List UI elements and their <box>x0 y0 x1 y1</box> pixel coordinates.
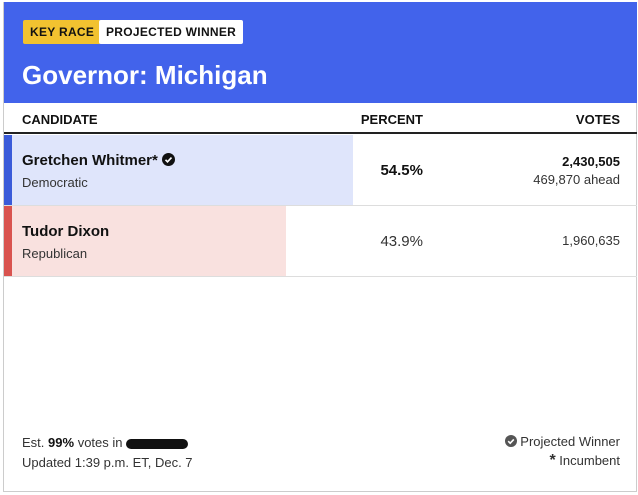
column-label: CANDIDATE <box>22 112 98 127</box>
party-stripe <box>4 135 12 205</box>
candidate-name: Tudor Dixon <box>22 223 109 240</box>
winner-icon <box>162 153 176 166</box>
votes: 2,430,505 <box>562 154 620 169</box>
badge: PROJECTED WINNER <box>99 20 244 44</box>
text: Incumbent <box>559 453 620 468</box>
check-icon <box>504 435 517 447</box>
candidate-name: Gretchen Whitmer* <box>22 152 176 169</box>
party: Democratic <box>22 175 88 190</box>
lead: 469,870 ahead <box>533 172 620 187</box>
text: Est. <box>22 435 45 450</box>
column-label: PERCENT <box>360 112 423 127</box>
percent-bar <box>12 206 287 276</box>
percent: 43.9% <box>380 233 423 250</box>
votes: 1,960,635 <box>562 233 620 248</box>
text: Projected Winner <box>520 434 620 449</box>
column-header: CANDIDATE PERCENT VOTES <box>4 103 637 134</box>
race-card: KEY RACE PROJECTED WINNER Governor: Mich… <box>3 2 637 492</box>
percent-bar <box>12 135 353 205</box>
candidate-row: Gretchen Whitmer* Democratic 54.5% 2,430,5… <box>4 135 637 206</box>
party: Republican <box>22 246 88 261</box>
text: Tudor Dixon <box>22 223 110 240</box>
estimate: Est. 99% votes in <box>22 435 189 450</box>
legend-item: Projected Winner <box>504 434 620 449</box>
badge: KEY RACE <box>23 20 102 44</box>
text: votes in <box>77 435 123 450</box>
updated: Updated 1:39 p.m. ET, Dec. 7 <box>22 455 193 470</box>
redaction <box>126 438 189 449</box>
column-label: VOTES <box>575 112 620 127</box>
legend-item: * Incumbent <box>549 452 620 469</box>
candidate-row: Tudor Dixon Republican 43.9% 1,960,635 <box>4 206 637 277</box>
percent: 54.5% <box>380 162 423 179</box>
header: KEY RACE PROJECTED WINNER Governor: Mich… <box>4 2 637 103</box>
title: Governor: Michigan <box>22 60 268 90</box>
party-stripe <box>4 206 12 276</box>
text: Gretchen Whitmer* <box>22 152 158 169</box>
text: 99% <box>48 435 75 450</box>
